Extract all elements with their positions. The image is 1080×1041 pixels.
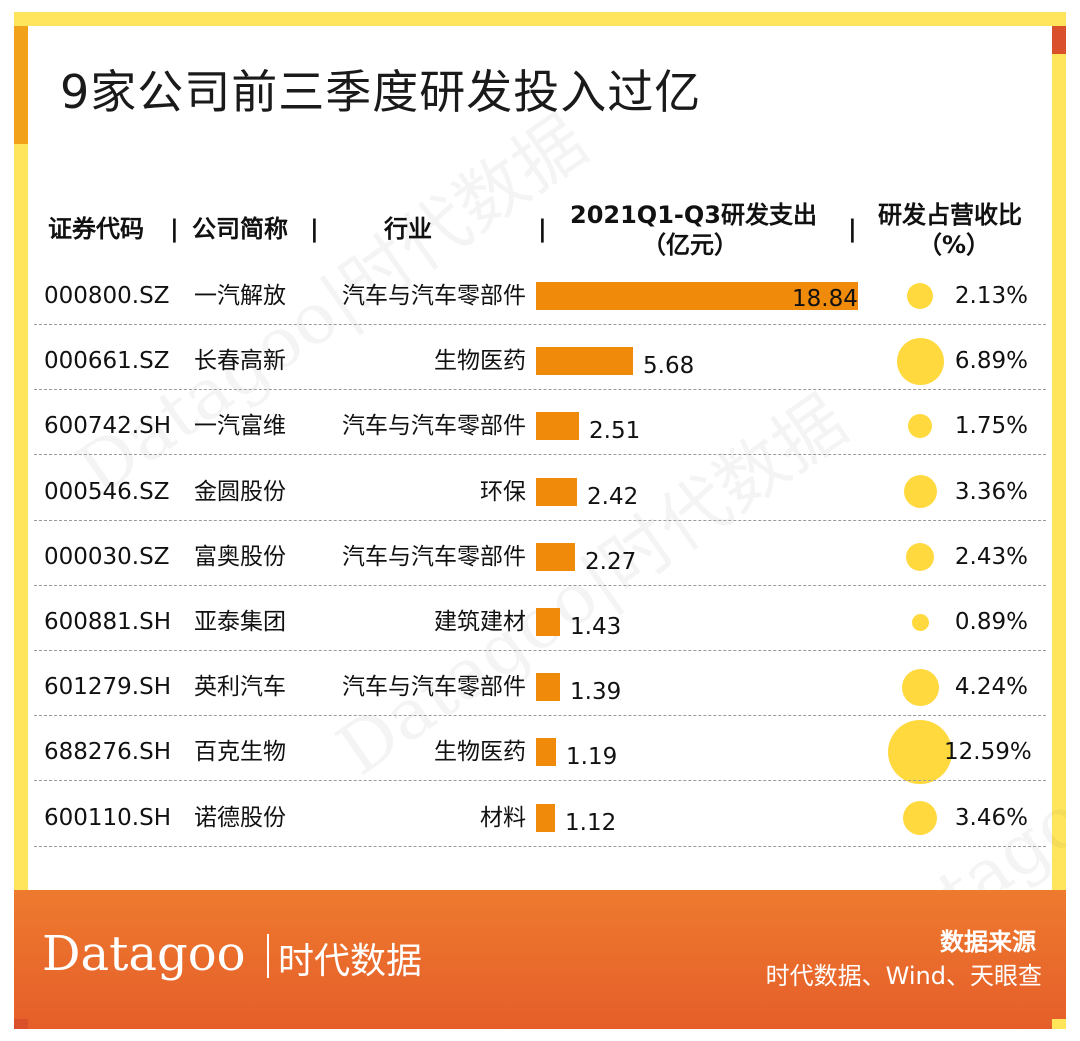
row-divider (34, 454, 1046, 456)
cell-industry: 建筑建材 (434, 609, 526, 635)
cell-code: 600742.SH (44, 413, 172, 440)
bar-rd-expense (536, 608, 560, 636)
bar-data-label: 2.51 (589, 418, 641, 445)
header-name: 公司简称 (192, 215, 288, 243)
cell-company-name: 诺德股份 (194, 804, 286, 831)
bottom-accent-left (14, 1019, 28, 1029)
bubble-rd-ratio (908, 414, 932, 439)
row-divider (34, 780, 1046, 782)
logo-chinese: 时代数据 (278, 941, 423, 982)
cell-rd-ratio: 12.59% (944, 739, 1032, 766)
cell-company-name: 金圆股份 (194, 478, 286, 505)
bar-data-label: 1.12 (565, 809, 617, 836)
row-divider (34, 584, 1046, 586)
cell-company-name: 一汽解放 (194, 283, 286, 309)
source-text: 时代数据、Wind、天眼查 (765, 962, 1042, 990)
footer: Datagoo 时代数据 数据来源 时代数据、Wind、天眼查 (14, 890, 1066, 1029)
top-accent-stripe (14, 12, 1066, 26)
cell-company-name: 一汽富维 (194, 413, 286, 440)
cell-code: 000030.SZ (44, 543, 170, 570)
cell-industry: 生物医药 (434, 739, 526, 766)
header-rd-line2: （亿元） (642, 231, 738, 259)
row-divider (34, 389, 1046, 391)
cell-company-name: 百克生物 (194, 739, 286, 766)
cell-rd-ratio: 4.24% (954, 674, 1028, 701)
chart-title: 9家公司前三季度研发投入过亿 (60, 65, 702, 119)
cell-industry: 生物医药 (434, 348, 526, 375)
bar-data-label: 2.42 (587, 483, 639, 510)
header-industry: 行业 (384, 215, 432, 243)
cell-company-name: 富奥股份 (194, 543, 286, 570)
cell-code: 600881.SH (44, 609, 172, 635)
header-rd-line1: 2021Q1-Q3研发支出 (570, 201, 817, 229)
bar-rd-expense (536, 542, 575, 571)
cell-code: 601279.SH (44, 674, 172, 701)
bubble-rd-ratio (903, 800, 937, 835)
bar-rd-expense (536, 282, 858, 310)
header-code: 证券代码 (48, 215, 144, 243)
cell-rd-ratio: 6.89% (954, 348, 1028, 375)
cell-company-name: 英利汽车 (194, 674, 286, 701)
cell-industry: 环保 (480, 478, 526, 505)
cell-company-name: 亚泰集团 (194, 609, 286, 635)
bar-data-label: 1.43 (570, 614, 622, 640)
cell-code: 688276.SH (44, 739, 172, 766)
header-ratio-line2: （%） (918, 231, 991, 259)
bubble-rd-ratio (896, 337, 944, 385)
cell-industry: 汽车与汽车零部件 (342, 283, 526, 309)
bar-data-label: 5.68 (643, 353, 695, 380)
header-separator: | (848, 215, 857, 243)
cell-code: 600110.SH (44, 804, 172, 831)
bubble-rd-ratio (906, 542, 934, 571)
bar-rd-expense (536, 477, 577, 506)
cell-rd-ratio: 1.75% (954, 413, 1028, 440)
bar-data-label: 1.39 (570, 679, 622, 706)
bubble-rd-ratio (911, 613, 929, 631)
cell-company-name: 长春高新 (194, 348, 286, 375)
row-divider (34, 650, 1046, 651)
row-divider (34, 324, 1046, 325)
cell-rd-ratio: 0.89% (954, 609, 1028, 635)
left-accent-stripe (14, 26, 28, 902)
cell-code: 000800.SZ (44, 283, 170, 309)
source-title: 数据来源 (940, 928, 1036, 956)
bottom-accent-right (1052, 1019, 1066, 1029)
row-divider (34, 519, 1046, 521)
bubble-rd-ratio (907, 283, 933, 309)
bar-data-label: 18.84 (792, 286, 858, 312)
left-accent-block (14, 26, 28, 144)
infographic-frame: Datagoo|时代数据 Datagoo|时代数据 Datagoo|时代数据 9… (14, 12, 1066, 1029)
bar-rd-expense (536, 347, 633, 376)
cell-industry: 汽车与汽车零部件 (342, 543, 526, 570)
row-divider (34, 845, 1046, 847)
cell-industry: 汽车与汽车零部件 (342, 674, 526, 701)
right-accent-block (1052, 26, 1066, 54)
cell-code: 000661.SZ (44, 348, 170, 375)
bubble-rd-ratio (888, 720, 952, 785)
header-separator: | (170, 215, 179, 243)
datagoo-logo: Datagoo (42, 926, 246, 982)
header-separator: | (310, 215, 319, 243)
cell-industry: 汽车与汽车零部件 (342, 413, 526, 440)
header-ratio-line1: 研发占营收比 (878, 201, 1022, 229)
right-accent-stripe (1052, 26, 1066, 902)
cell-industry: 材料 (480, 804, 526, 831)
bubble-rd-ratio (903, 475, 937, 509)
header-separator: | (538, 215, 547, 243)
cell-rd-ratio: 2.13% (954, 283, 1028, 309)
bar-rd-expense (536, 803, 555, 832)
bar-rd-expense (536, 738, 556, 767)
bar-data-label: 1.19 (566, 744, 618, 771)
logo-divider (267, 934, 269, 978)
cell-code: 000546.SZ (44, 478, 170, 505)
row-divider (34, 715, 1046, 717)
bar-data-label: 2.27 (585, 548, 637, 575)
cell-rd-ratio: 3.46% (954, 804, 1028, 831)
cell-rd-ratio: 2.43% (954, 543, 1028, 570)
bubble-rd-ratio (901, 668, 939, 706)
bar-rd-expense (536, 673, 560, 702)
cell-rd-ratio: 3.36% (954, 478, 1028, 505)
bar-rd-expense (536, 412, 579, 441)
